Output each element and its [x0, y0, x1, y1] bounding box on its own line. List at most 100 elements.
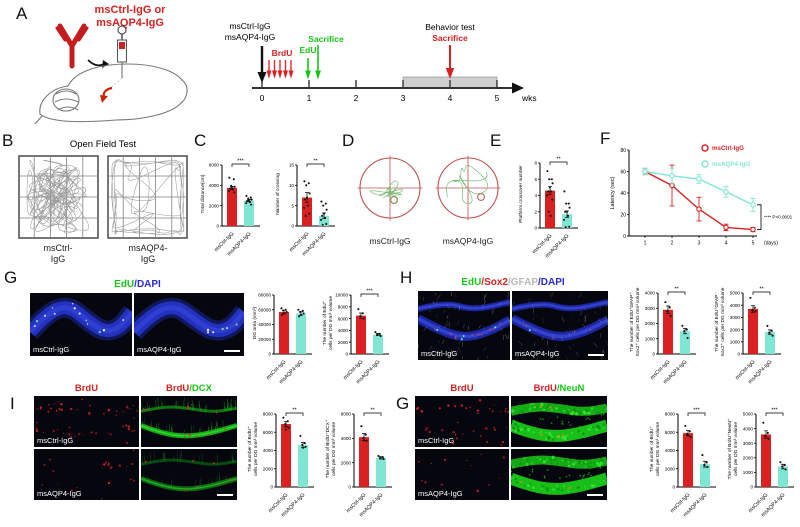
syringe-icon: [107, 25, 127, 91]
svg-text:2: 2: [534, 209, 537, 214]
edu-dapi-title: EdU/DAPI: [114, 279, 161, 290]
sacrifice-label: Sacrifice: [308, 34, 344, 44]
svg-text:4000: 4000: [743, 426, 754, 431]
svg-text:8000: 8000: [665, 412, 676, 417]
brdu-arrows: [266, 60, 294, 79]
openfield-group2-label: msAQP4- IgG: [128, 243, 168, 264]
svg-text:60: 60: [620, 169, 626, 175]
panel-label-h: H: [400, 268, 413, 287]
sacrifice-arrow: [445, 68, 455, 79]
micrograph-label: msCtrl-IgG: [33, 345, 70, 354]
svg-text:4000: 4000: [341, 436, 352, 441]
svg-text:5: 5: [752, 241, 755, 247]
svg-text:2000: 2000: [730, 327, 741, 332]
svg-text:1000: 1000: [645, 336, 656, 341]
panel-label-b: B: [2, 131, 14, 150]
svg-text:4000: 4000: [209, 183, 220, 188]
svg-text:6000: 6000: [341, 412, 352, 417]
mouse-brain-icon: [34, 63, 188, 125]
micrograph-brdu2-aqp4: msAQP4-IgG: [415, 449, 509, 500]
open-field-trace-ctrl: [18, 155, 99, 239]
svg-text:The number of BrdU⁺: The number of BrdU⁺: [649, 426, 655, 472]
water-maze-ctrl: [357, 155, 423, 221]
micrograph-sox2-ctrl: msCtrl-IgG: [418, 291, 510, 360]
svg-text:6000: 6000: [263, 430, 274, 435]
timeline-unit: wks: [521, 93, 537, 103]
svg-text:**: **: [556, 157, 561, 163]
svg-text:msAQP4-IgG: msAQP4-IgG: [712, 161, 750, 168]
svg-text:The number of EdU⁺: The number of EdU⁺: [322, 300, 328, 345]
svg-text:1000: 1000: [730, 340, 741, 345]
svg-text:***: ***: [366, 289, 373, 295]
svg-text:4000: 4000: [263, 448, 274, 453]
open-field-title: Open Field Test: [69, 139, 137, 150]
svg-text:2000: 2000: [209, 203, 220, 208]
svg-text:***: ***: [771, 408, 778, 414]
scale-bar: [588, 353, 604, 356]
micrograph-dcx-aqp4: [141, 449, 237, 500]
svg-text:40000: 40000: [258, 322, 271, 327]
behavior-test-label: Behavior test: [425, 22, 475, 32]
svg-text:2000: 2000: [645, 321, 656, 326]
svg-text:40: 40: [620, 191, 626, 197]
svg-text:5: 5: [291, 203, 294, 208]
sacrifice2-label: Sacrifice: [432, 33, 468, 43]
micrograph-dcx-ctrl: [141, 396, 237, 447]
svg-text:5000: 5000: [730, 291, 741, 296]
svg-text:msCtrl-IgG: msCtrl-IgG: [712, 145, 744, 152]
svg-text:8: 8: [534, 161, 537, 166]
svg-text:3000: 3000: [730, 315, 741, 320]
svg-text:0: 0: [216, 224, 219, 229]
svg-text:0: 0: [348, 485, 351, 490]
micrograph-neun-aqp4: [511, 449, 607, 500]
svg-text:4000: 4000: [730, 303, 741, 308]
svg-text:5000: 5000: [743, 412, 754, 417]
panel-label-e: E: [490, 131, 502, 150]
water-maze-aqp4: [435, 155, 501, 221]
svg-text:80000: 80000: [258, 293, 271, 298]
svg-text:2: 2: [671, 241, 674, 247]
scale-bar: [587, 493, 603, 496]
micrograph-edu-ctrl: msCtrl-IgG: [30, 293, 132, 356]
open-field-trace-aqp4: [107, 155, 188, 239]
chart-dg-area: 0 20000 40000 60000 80000 DG area (mm²) msCtrl…: [248, 279, 320, 391]
brdu-dcx-column-title: BrdU/DCX: [166, 383, 212, 394]
svg-text:3: 3: [698, 241, 701, 247]
micrograph-label: msCtrl-IgG: [37, 436, 74, 445]
scale-bar: [217, 493, 233, 496]
timeline-inj1: msCtrl-IgG: [229, 21, 270, 31]
svg-text:**: **: [313, 159, 318, 165]
svg-text:cells per DG mm³ volume: cells per DG mm³ volume: [253, 422, 259, 476]
svg-text:Platform crossover number: Platform crossover number: [518, 165, 524, 223]
brdu-label: BrdU: [272, 48, 293, 58]
svg-text:3000: 3000: [645, 306, 656, 311]
injection-site-marker: [100, 86, 113, 103]
svg-text:2000: 2000: [665, 466, 676, 471]
svg-text:0: 0: [750, 485, 753, 490]
svg-text:4000: 4000: [338, 328, 349, 333]
edu-label: EdU: [300, 45, 317, 55]
svg-text:cells per DG mm³ volume: cells per DG mm³ volume: [331, 422, 337, 476]
svg-text:***: ***: [237, 159, 244, 165]
svg-text:60000: 60000: [258, 307, 271, 312]
maze-group1-label: msCtrl-IgG: [369, 236, 411, 246]
svg-text:The number of BrdU⁺NeuN⁺: The number of BrdU⁺NeuN⁺: [727, 418, 733, 479]
chart-number-of-crossing: 0 5 10 15 Number of crossing ** msCtrl-IgG msAQ…: [271, 149, 347, 263]
svg-text:cells per DG mm³ volume: cells per DG mm³ volume: [328, 296, 334, 350]
micrograph-sox2-aqp4: msAQP4-IgG: [512, 291, 608, 360]
edu-sacrifice-arrows: [305, 45, 321, 80]
svg-text:0: 0: [270, 485, 273, 490]
svg-text:8000: 8000: [263, 412, 274, 417]
micrograph-label: msCtrl-IgG: [421, 349, 458, 358]
svg-text:2000: 2000: [263, 466, 274, 471]
timeline-arrowhead: [512, 82, 524, 94]
micrograph-label: msCtrl-IgG: [418, 436, 455, 445]
panel-label-g: G: [4, 268, 18, 287]
brdu-column-title-2: BrdU: [450, 383, 474, 394]
svg-text:2000: 2000: [743, 456, 754, 461]
panel-label-d: D: [342, 131, 355, 150]
svg-text:10000: 10000: [335, 293, 348, 298]
tick-3: 3: [401, 93, 406, 103]
svg-text:1000: 1000: [743, 470, 754, 475]
svg-text:(days): (days): [764, 241, 778, 247]
